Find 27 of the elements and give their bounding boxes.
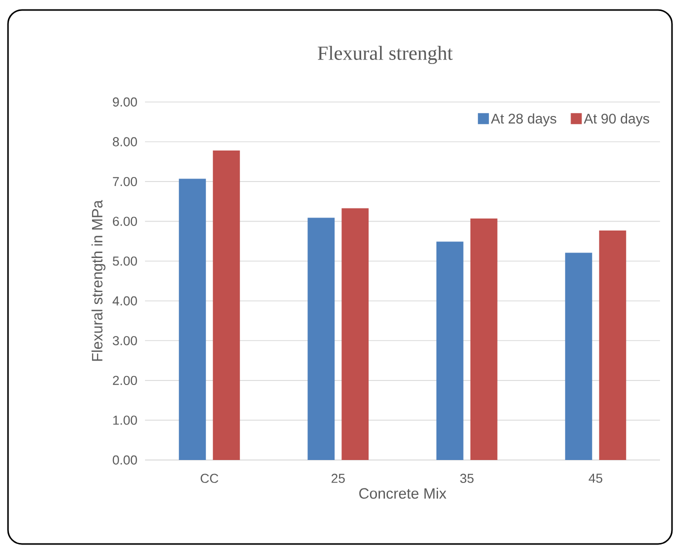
y-tick-label: 1.00	[113, 416, 137, 425]
bar	[436, 242, 464, 460]
y-tick-label: 0.00	[112, 455, 137, 465]
bar	[212, 150, 240, 460]
y-axis-title: Flexural strength in MPa	[92, 200, 106, 361]
chart-title: Flexural strenght	[318, 46, 453, 64]
y-tick-label: 9.00	[112, 97, 137, 107]
legend-label: At 90 days	[584, 113, 650, 126]
y-tick-label: 8.00	[112, 137, 137, 146]
bar	[470, 218, 498, 460]
x-tick-label: 45	[588, 474, 602, 483]
bar	[565, 252, 592, 460]
y-tick-label: 4.00	[112, 296, 137, 306]
x-tick-label: CC	[200, 474, 218, 483]
y-tick-label: 6.00	[112, 216, 137, 226]
y-tick-label: 3.00	[112, 336, 137, 346]
y-tick-label: 7.00	[112, 176, 137, 186]
bar	[308, 218, 335, 460]
x-tick-label: 25	[332, 474, 345, 483]
x-axis-title: Concrete Mix	[359, 488, 446, 499]
bar	[342, 208, 369, 460]
bar	[599, 230, 626, 460]
legend-label: At 28 days	[490, 113, 556, 126]
x-tick-label: 35	[460, 474, 474, 483]
y-tick-label: 5.00	[112, 256, 137, 266]
bar	[178, 178, 206, 460]
y-tick-label: 2.00	[112, 376, 137, 386]
